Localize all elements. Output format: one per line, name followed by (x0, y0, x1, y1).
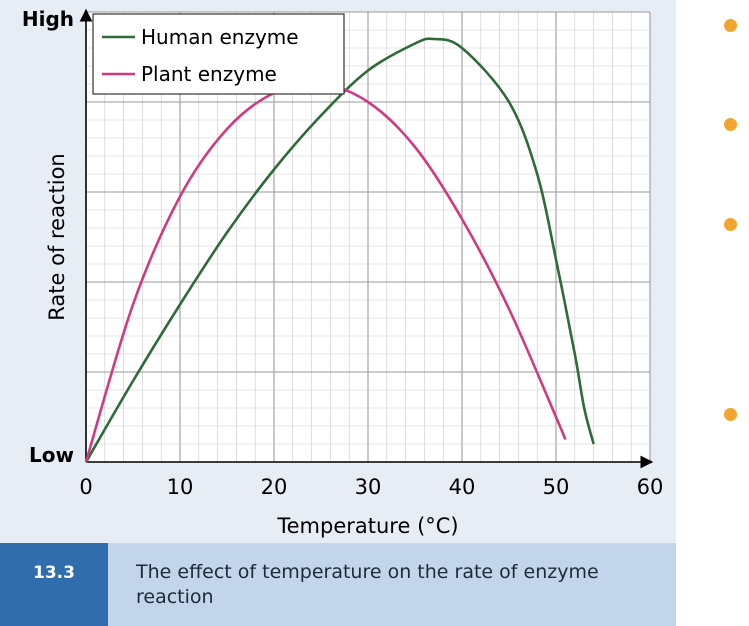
series-line-human-enzyme (84, 37, 595, 463)
x-axis-label: Temperature (°C) (276, 514, 458, 538)
bullet-icon (724, 408, 737, 421)
y-tick-high: High (22, 7, 74, 31)
bullet-icon (724, 218, 737, 231)
y-axis-label: Rate of reaction (45, 153, 69, 320)
figure-caption: The effect of temperature on the rate of… (136, 561, 599, 608)
line-chart: 0 10 20 30 40 50 60 High Low Temperature (°C) … (22, 7, 664, 538)
x-tick-label: 10 (167, 475, 194, 499)
axes (79, 8, 654, 469)
figure-number: 13.3 (0, 543, 108, 626)
legend-box (92, 13, 345, 95)
x-tick-label: 50 (543, 475, 570, 499)
bullet-icon (724, 19, 737, 32)
legend-label-human: Human enzyme (141, 25, 299, 49)
bullet-icon (724, 118, 737, 131)
x-tick-label: 30 (355, 475, 382, 499)
x-tick-labels: 0 10 20 30 40 50 60 (79, 475, 663, 499)
legend: Human enzyme Plant enzyme (92, 13, 345, 95)
legend-label-plant: Plant enzyme (141, 62, 277, 86)
caption-bar (0, 543, 676, 626)
x-tick-label: 40 (449, 475, 476, 499)
x-tick-label: 60 (637, 475, 664, 499)
x-tick-label: 20 (261, 475, 288, 499)
x-tick-label: 0 (79, 475, 92, 499)
y-tick-low: Low (29, 443, 74, 467)
